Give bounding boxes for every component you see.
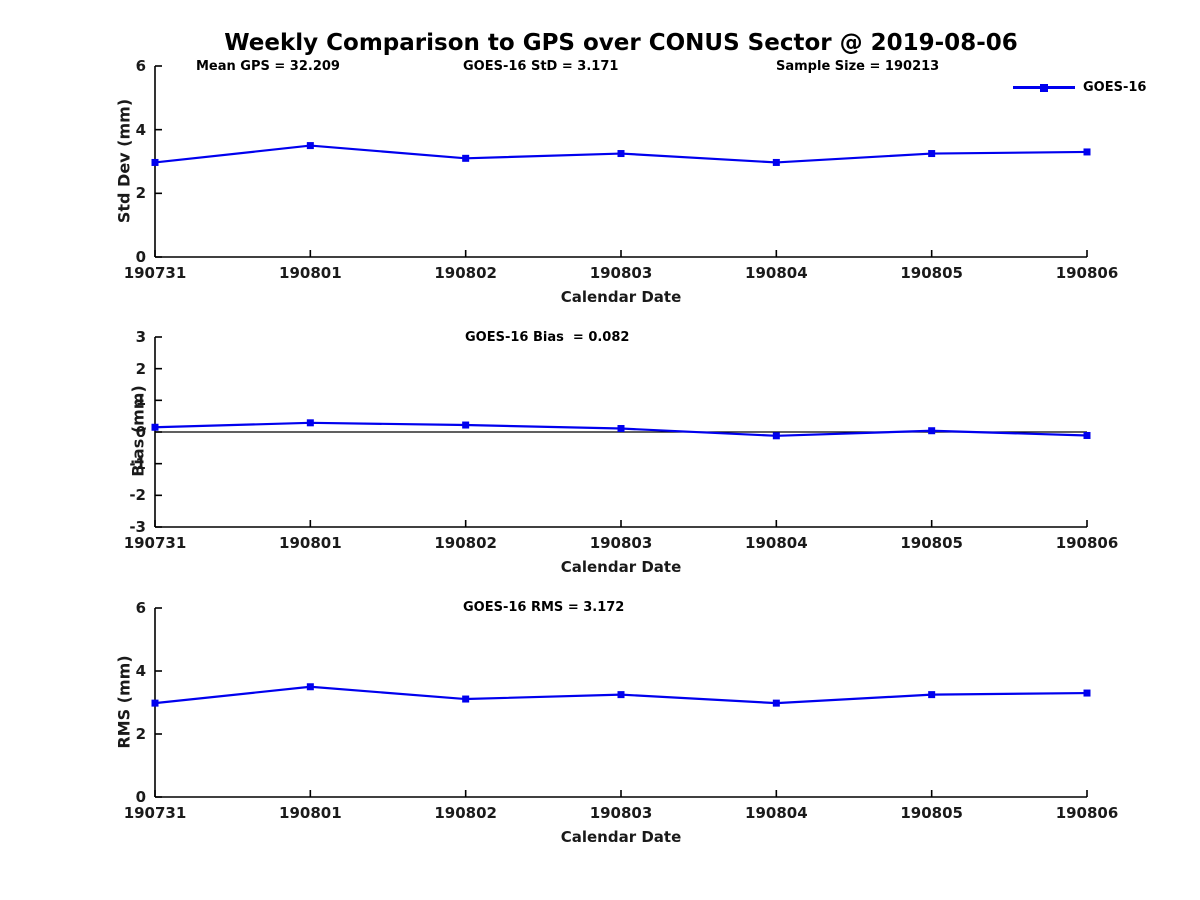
data-point-marker [151, 699, 159, 707]
y-tick-label: -1 [129, 454, 146, 473]
y-tick-label: 3 [135, 328, 146, 346]
y-tick-label: 6 [135, 599, 146, 617]
bias-annotation: GOES-16 Bias = 0.082 [465, 330, 630, 345]
y-tick-label: 4 [135, 120, 146, 139]
data-point-marker [151, 423, 159, 431]
x-tick-label: 190802 [434, 534, 497, 552]
y-tick-label: -3 [129, 518, 146, 536]
data-point-marker [928, 150, 936, 158]
data-point-marker [462, 154, 470, 162]
figure-title: Weekly Comparison to GPS over CONUS Sect… [224, 30, 1018, 56]
data-point-marker [151, 158, 159, 166]
y-tick-label: 1 [135, 391, 146, 410]
x-tick-label: 190804 [745, 264, 808, 282]
y-tick-label: 0 [135, 788, 146, 806]
y-tick-label: 0 [135, 248, 146, 266]
data-point-marker [306, 683, 314, 691]
x-tick-label: 190803 [589, 804, 653, 822]
mean-gps-annotation: Mean GPS = 32.209 [196, 59, 340, 74]
x-tick-label: 190731 [123, 534, 187, 552]
data-point-marker [928, 691, 936, 699]
y-tick-label: 6 [135, 57, 146, 75]
data-point-marker [617, 150, 625, 158]
xlabel-calendar-date-1: Calendar Date [560, 288, 682, 306]
x-tick-label: 190801 [279, 534, 342, 552]
square-marker-icon [1040, 83, 1048, 92]
x-tick-label: 190803 [589, 534, 653, 552]
legend-line-sample [1013, 83, 1075, 92]
data-point-marker [1083, 689, 1091, 697]
y-tick-label: 2 [135, 184, 146, 203]
x-tick-label: 190731 [123, 264, 187, 282]
data-point-marker [772, 158, 780, 166]
y-tick-label: 2 [135, 725, 146, 743]
x-tick-label: 190804 [745, 534, 808, 552]
data-point-marker [772, 432, 780, 440]
x-tick-label: 190801 [279, 264, 342, 282]
xlabel-calendar-date-3: Calendar Date [560, 828, 682, 846]
x-tick-label: 190806 [1055, 804, 1119, 822]
legend-label: GOES-16 [1083, 80, 1147, 95]
xlabel-calendar-date-2: Calendar Date [560, 558, 682, 576]
x-tick-label: 190802 [434, 804, 497, 822]
x-tick-label: 190806 [1055, 264, 1119, 282]
data-point-marker [306, 142, 314, 150]
data-point-marker [462, 421, 470, 429]
x-tick-label: 190801 [279, 804, 342, 822]
x-tick-label: 190804 [745, 804, 808, 822]
data-point-marker [1083, 431, 1091, 439]
y-tick-label: -2 [129, 486, 146, 505]
data-point-marker [617, 425, 625, 433]
x-tick-label: 190805 [900, 534, 963, 552]
sample-size-annotation: Sample Size = 190213 [776, 59, 940, 74]
data-point-marker [928, 427, 936, 435]
data-point-marker [772, 699, 780, 707]
data-point-marker [1083, 148, 1091, 156]
y-tick-label: 0 [135, 423, 146, 441]
x-tick-label: 190803 [589, 264, 653, 282]
legend: GOES-16 [1013, 80, 1146, 95]
y-tick-label: 4 [135, 662, 146, 680]
x-tick-label: 190805 [900, 804, 963, 822]
x-tick-label: 190805 [900, 264, 963, 282]
x-tick-label: 190731 [123, 804, 187, 822]
data-point-marker [617, 691, 625, 699]
x-tick-label: 190806 [1055, 534, 1119, 552]
y-tick-label: 2 [135, 359, 146, 378]
x-tick-label: 190802 [434, 264, 497, 282]
std-annotation: GOES-16 StD = 3.171 [463, 59, 619, 74]
data-point-marker [306, 419, 314, 427]
ylabel-std-dev: Std Dev (mm) [114, 98, 134, 224]
data-point-marker [462, 695, 470, 703]
rms-annotation: GOES-16 RMS = 3.172 [463, 600, 625, 615]
